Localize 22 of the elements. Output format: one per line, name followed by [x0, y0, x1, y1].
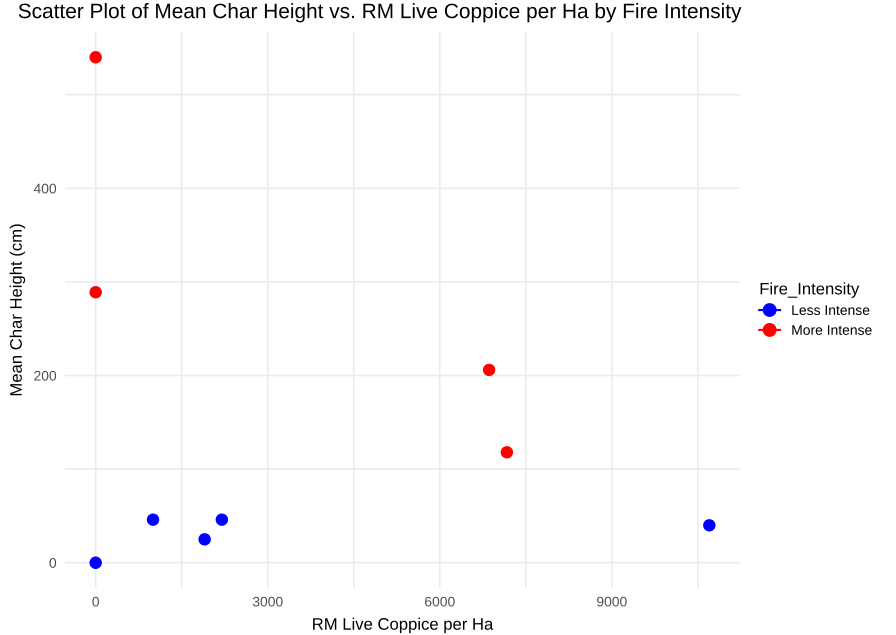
legend-label: Less Intense	[792, 305, 870, 316]
point	[703, 519, 716, 532]
point	[89, 286, 102, 298]
y-tick-label: 0	[49, 558, 56, 568]
point	[216, 513, 228, 526]
x-axis-title: RM Live Coppice per Ha	[313, 618, 494, 634]
x-tick-label: 0	[92, 596, 99, 607]
y-tick-label: 200	[34, 370, 56, 381]
legend-title: Fire_Intensity	[760, 282, 860, 298]
x-tick-label: 9000	[597, 596, 627, 607]
point	[146, 513, 160, 526]
point	[198, 533, 211, 546]
point	[89, 51, 102, 64]
y-tick-label: 400	[34, 184, 56, 194]
point	[89, 556, 102, 569]
x-tick-label: 3000	[252, 596, 283, 607]
point	[500, 446, 514, 458]
x-tick-label: 6000	[425, 596, 455, 607]
legend-label: More Intense	[792, 325, 872, 335]
chart-title: Scatter Plot of Mean Char Height vs. RM Live Coppice per Ha by Fire Intensity	[18, 3, 742, 22]
point	[482, 364, 496, 376]
y-axis-title: Mean Char Height (cm)	[10, 224, 26, 396]
